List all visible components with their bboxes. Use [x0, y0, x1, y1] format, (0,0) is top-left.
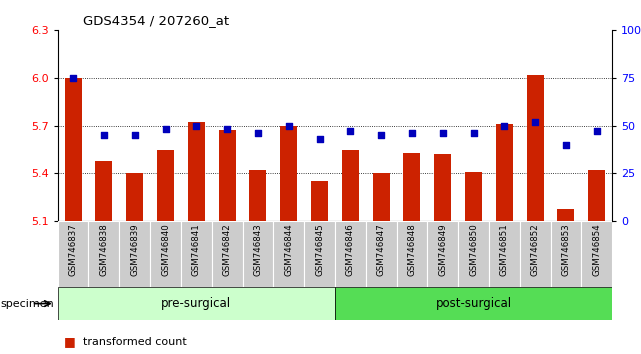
Point — [283, 123, 294, 129]
Point — [561, 142, 571, 148]
FancyBboxPatch shape — [489, 221, 520, 287]
FancyBboxPatch shape — [150, 221, 181, 287]
FancyBboxPatch shape — [520, 221, 551, 287]
FancyBboxPatch shape — [273, 221, 304, 287]
Point — [222, 127, 232, 132]
Text: GSM746854: GSM746854 — [592, 223, 601, 276]
FancyBboxPatch shape — [242, 221, 273, 287]
Text: GSM746839: GSM746839 — [130, 223, 139, 276]
Text: GSM746848: GSM746848 — [408, 223, 417, 276]
Text: GSM746845: GSM746845 — [315, 223, 324, 276]
Point — [592, 129, 602, 134]
Point — [314, 136, 324, 142]
Text: GDS4354 / 207260_at: GDS4354 / 207260_at — [83, 14, 229, 27]
FancyBboxPatch shape — [181, 221, 212, 287]
Bar — [96, 161, 112, 221]
FancyBboxPatch shape — [397, 221, 428, 287]
Bar — [157, 149, 174, 221]
Bar — [335, 287, 612, 320]
Point — [99, 132, 109, 138]
Text: GSM746841: GSM746841 — [192, 223, 201, 276]
Text: GSM746852: GSM746852 — [531, 223, 540, 276]
FancyBboxPatch shape — [458, 221, 489, 287]
Point — [469, 131, 479, 136]
Bar — [372, 173, 390, 221]
Bar — [342, 149, 359, 221]
Text: GSM746849: GSM746849 — [438, 223, 447, 276]
FancyBboxPatch shape — [119, 221, 150, 287]
Point — [376, 132, 387, 138]
Point — [499, 123, 510, 129]
Point — [438, 131, 448, 136]
Text: GSM746853: GSM746853 — [562, 223, 570, 276]
Text: pre-surgical: pre-surgical — [162, 297, 231, 310]
Bar — [126, 173, 143, 221]
Point — [530, 119, 540, 125]
Bar — [188, 122, 204, 221]
Text: GSM746842: GSM746842 — [222, 223, 231, 276]
Bar — [311, 181, 328, 221]
FancyBboxPatch shape — [88, 221, 119, 287]
Point — [68, 75, 78, 81]
Point — [253, 131, 263, 136]
FancyBboxPatch shape — [581, 221, 612, 287]
Bar — [65, 78, 81, 221]
FancyBboxPatch shape — [212, 221, 242, 287]
FancyBboxPatch shape — [58, 221, 88, 287]
Point — [129, 132, 140, 138]
Bar — [465, 172, 482, 221]
Text: GSM746838: GSM746838 — [99, 223, 108, 276]
Bar — [434, 154, 451, 221]
Bar — [527, 75, 544, 221]
Text: GSM746843: GSM746843 — [253, 223, 262, 276]
Bar — [588, 170, 605, 221]
Bar — [496, 124, 513, 221]
Text: ■: ■ — [64, 335, 76, 348]
Point — [345, 129, 356, 134]
Bar — [558, 209, 574, 221]
Bar — [58, 287, 335, 320]
Point — [407, 131, 417, 136]
FancyBboxPatch shape — [366, 221, 397, 287]
Point — [191, 123, 201, 129]
Point — [160, 127, 171, 132]
Text: GSM746840: GSM746840 — [161, 223, 170, 276]
Text: GSM746844: GSM746844 — [284, 223, 293, 276]
Text: GSM746850: GSM746850 — [469, 223, 478, 276]
Text: specimen: specimen — [1, 298, 54, 309]
Text: transformed count: transformed count — [83, 337, 187, 347]
Text: GSM746847: GSM746847 — [377, 223, 386, 276]
Text: GSM746851: GSM746851 — [500, 223, 509, 276]
FancyBboxPatch shape — [428, 221, 458, 287]
FancyBboxPatch shape — [551, 221, 581, 287]
Text: GSM746837: GSM746837 — [69, 223, 78, 276]
Bar — [249, 170, 267, 221]
FancyBboxPatch shape — [304, 221, 335, 287]
FancyBboxPatch shape — [335, 221, 366, 287]
Text: post-surgical: post-surgical — [435, 297, 512, 310]
Text: GSM746846: GSM746846 — [346, 223, 355, 276]
Bar — [219, 130, 236, 221]
Bar — [403, 153, 420, 221]
Bar — [280, 126, 297, 221]
